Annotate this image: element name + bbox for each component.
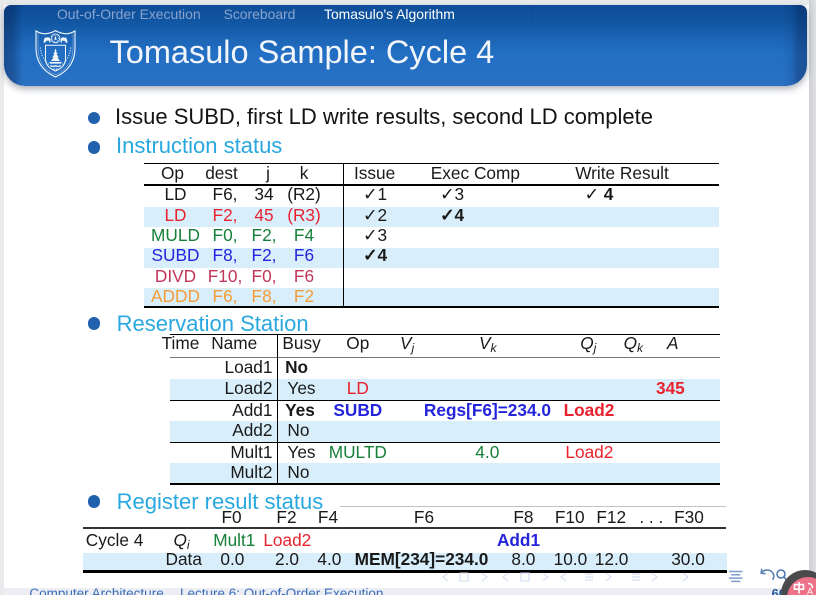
svg-text:A: A (807, 587, 813, 595)
